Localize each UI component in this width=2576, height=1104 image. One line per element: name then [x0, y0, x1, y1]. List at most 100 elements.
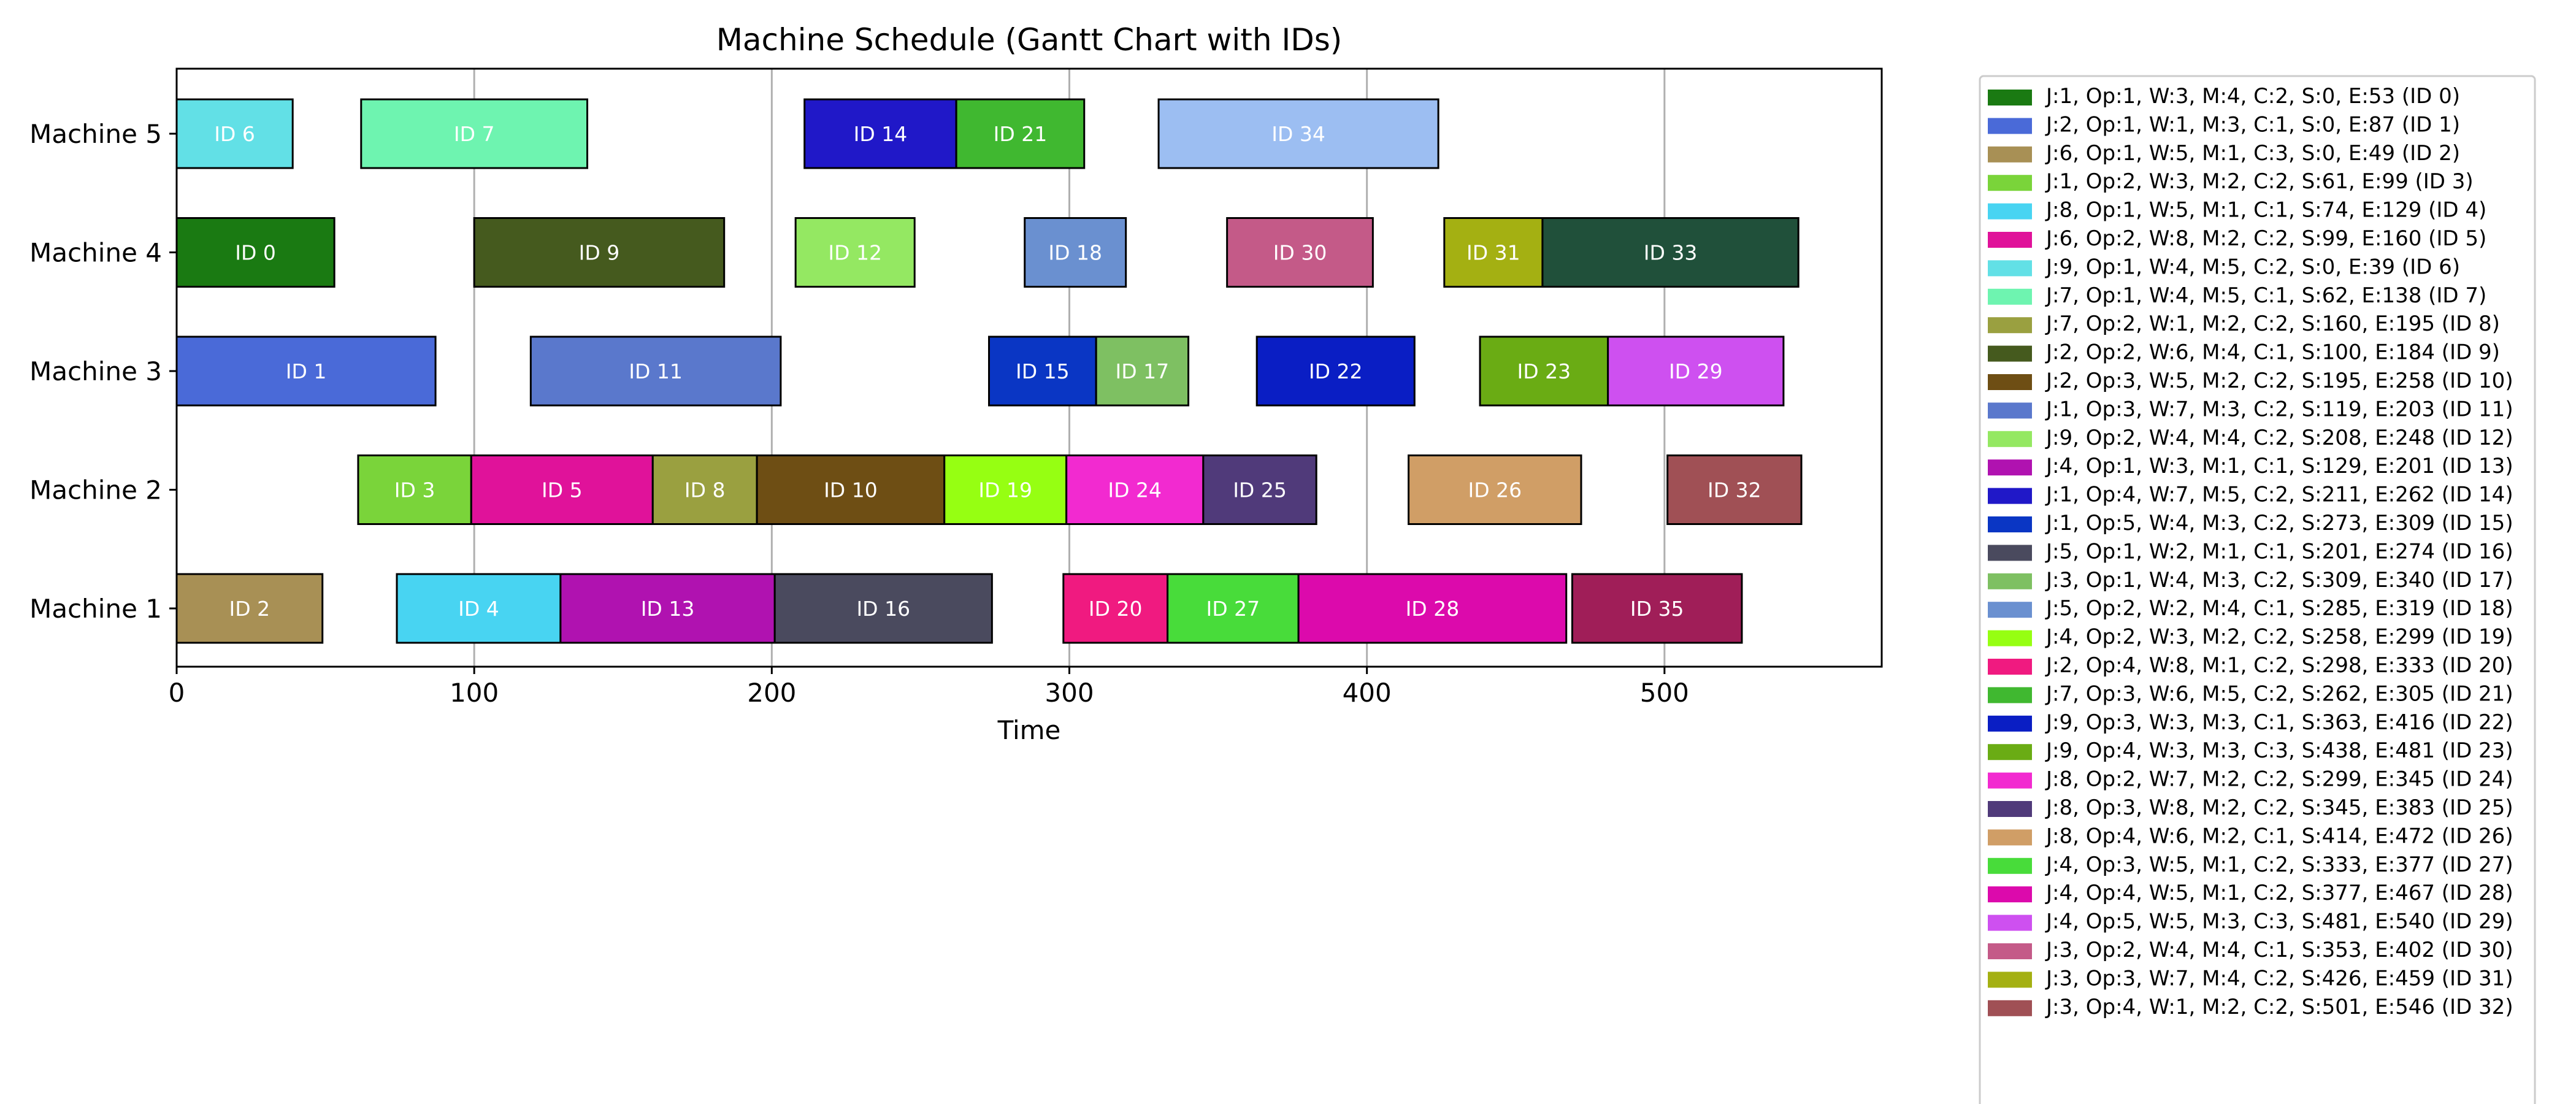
- legend-swatch: [1988, 90, 2032, 105]
- task-label: ID 19: [978, 478, 1032, 502]
- x-tick-label: 500: [1640, 678, 1689, 708]
- task-bar-id-9: [473, 217, 726, 288]
- legend-swatch: [1988, 630, 2032, 646]
- legend-swatch: [1988, 203, 2032, 220]
- task-bar-id-14: [803, 98, 957, 169]
- legend-swatch: [1988, 943, 2032, 959]
- legend: J:1, Op:1, W:3, M:4, C:2, S:0, E:53 (ID …: [1979, 75, 2536, 1104]
- task-bar-id-22: [1255, 335, 1416, 407]
- y-tick-label: Machine 4: [29, 238, 162, 268]
- legend-swatch: [1988, 1000, 2032, 1016]
- legend-entry: J:4, Op:2, W:3, M:2, C:2, S:258, E:299 (…: [2045, 625, 2513, 650]
- task-bar-id-35: [1571, 573, 1743, 644]
- x-tick-label: 300: [1045, 678, 1094, 708]
- task-bar-id-33: [1541, 217, 1800, 288]
- task-bar-id-2: [175, 573, 324, 644]
- task-label: ID 2: [229, 597, 270, 621]
- x-tick-label: 200: [747, 678, 796, 708]
- task-label: ID 30: [1273, 241, 1327, 265]
- task-label: ID 0: [235, 241, 276, 265]
- legend-entry: J:2, Op:4, W:8, M:1, C:2, S:298, E:333 (…: [2045, 653, 2513, 678]
- legend-swatch: [1988, 260, 2032, 277]
- legend-entry: J:9, Op:2, W:4, M:4, C:2, S:208, E:248 (…: [2045, 426, 2513, 450]
- legend-entry: J:8, Op:3, W:8, M:2, C:2, S:345, E:383 (…: [2045, 795, 2513, 820]
- task-bars: ID 0 ID 1 ID 2 ID 3 ID 4 ID 5 ID 6 ID 7 ID 8 ID 9…: [175, 98, 1803, 644]
- legend-swatch: [1988, 175, 2032, 191]
- y-tick-label: Machine 5: [29, 119, 162, 149]
- task-label: ID 21: [994, 122, 1048, 146]
- task-bar-id-20: [1062, 573, 1169, 644]
- task-label: ID 12: [828, 241, 882, 265]
- legend-swatch: [1988, 857, 2032, 874]
- task-bar-id-15: [988, 335, 1097, 407]
- task-label: ID 16: [856, 597, 910, 621]
- legend-entry: J:3, Op:2, W:4, M:4, C:1, S:353, E:402 (…: [2045, 938, 2513, 962]
- task-bar-id-31: [1443, 217, 1544, 288]
- task-label: ID 33: [1644, 241, 1698, 265]
- legend-entry: J:8, Op:4, W:6, M:2, C:1, S:414, E:472 (…: [2045, 824, 2513, 848]
- task-label: ID 22: [1309, 359, 1363, 383]
- legend-entry: J:9, Op:3, W:3, M:3, C:1, S:363, E:416 (…: [2045, 710, 2513, 735]
- legend-swatch: [1988, 914, 2032, 931]
- task-label: ID 35: [1630, 597, 1684, 621]
- task-label: ID 20: [1089, 597, 1143, 621]
- legend-entry: J:3, Op:3, W:7, M:4, C:2, S:426, E:459 (…: [2045, 966, 2513, 991]
- task-label: ID 5: [542, 478, 583, 502]
- x-tick-label: 400: [1343, 678, 1392, 708]
- task-label: ID 23: [1517, 359, 1571, 383]
- task-bar-id-29: [1607, 335, 1785, 407]
- legend-entry: J:7, Op:3, W:6, M:5, C:2, S:262, E:305 (…: [2045, 681, 2513, 706]
- legend-swatch: [1988, 118, 2032, 134]
- task-bar-id-11: [529, 335, 782, 407]
- legend-entry: J:2, Op:1, W:1, M:3, C:1, S:0, E:87 (ID …: [2045, 112, 2460, 137]
- legend-entry: J:4, Op:5, W:5, M:3, C:3, S:481, E:540 (…: [2045, 910, 2513, 934]
- task-label: ID 26: [1468, 478, 1522, 502]
- legend-swatch: [1988, 374, 2032, 390]
- legend-entry: J:3, Op:1, W:4, M:3, C:2, S:309, E:340 (…: [2045, 568, 2513, 592]
- task-bar-id-32: [1666, 454, 1803, 525]
- task-label: ID 27: [1206, 597, 1260, 621]
- task-label: ID 6: [214, 122, 255, 146]
- task-label: ID 28: [1406, 597, 1460, 621]
- task-bar-id-24: [1065, 454, 1205, 525]
- legend-entry: J:4, Op:1, W:3, M:1, C:1, S:129, E:201 (…: [2045, 454, 2513, 478]
- task-bar-id-25: [1202, 454, 1317, 525]
- legend-swatch: [1988, 602, 2032, 618]
- legend-entry: J:5, Op:2, W:2, M:4, C:1, S:285, E:319 (…: [2045, 596, 2513, 621]
- legend-entry: J:1, Op:4, W:7, M:5, C:2, S:211, E:262 (…: [2045, 483, 2513, 507]
- legend-swatch: [1988, 459, 2032, 476]
- task-bar-id-28: [1297, 573, 1568, 644]
- legend-entry: J:4, Op:3, W:5, M:1, C:2, S:333, E:377 (…: [2045, 853, 2513, 877]
- legend-swatch: [1988, 744, 2032, 761]
- legend-entry: J:1, Op:3, W:7, M:3, C:2, S:119, E:203 (…: [2045, 397, 2513, 421]
- task-bar-id-16: [773, 573, 993, 644]
- legend-swatch: [1988, 402, 2032, 419]
- plot-frame: [175, 67, 1883, 668]
- legend-swatch: [1988, 288, 2032, 305]
- task-bar-id-18: [1024, 217, 1127, 288]
- legend-swatch: [1988, 801, 2032, 817]
- x-axis-label: Time: [997, 715, 1061, 745]
- legend-swatch: [1988, 516, 2032, 532]
- task-bar-id-27: [1167, 573, 1300, 644]
- task-label: ID 31: [1466, 241, 1520, 265]
- task-label: ID 14: [854, 122, 908, 146]
- task-label: ID 32: [1708, 478, 1761, 502]
- legend-entry: J:9, Op:4, W:3, M:3, C:3, S:438, E:481 (…: [2045, 738, 2513, 763]
- task-bar-id-6: [175, 98, 294, 169]
- axes: Machine 1 Machine 2 Machine 3 Machine 4 Mach…: [29, 119, 1689, 708]
- legend-swatch: [1988, 545, 2032, 561]
- task-bar-id-34: [1157, 98, 1439, 169]
- legend-swatch: [1988, 345, 2032, 362]
- legend-swatch: [1988, 972, 2032, 988]
- task-label: ID 34: [1271, 122, 1325, 146]
- legend-entry: J:8, Op:1, W:5, M:1, C:1, S:74, E:129 (I…: [2045, 198, 2486, 223]
- legend-swatch: [1988, 317, 2032, 334]
- legend-entry: J:6, Op:1, W:5, M:1, C:3, S:0, E:49 (ID …: [2045, 141, 2460, 166]
- legend-swatch: [1988, 488, 2032, 504]
- task-bar-id-7: [360, 98, 589, 169]
- task-label: ID 13: [641, 597, 695, 621]
- task-bar-id-30: [1226, 217, 1374, 288]
- task-label: ID 17: [1116, 359, 1170, 383]
